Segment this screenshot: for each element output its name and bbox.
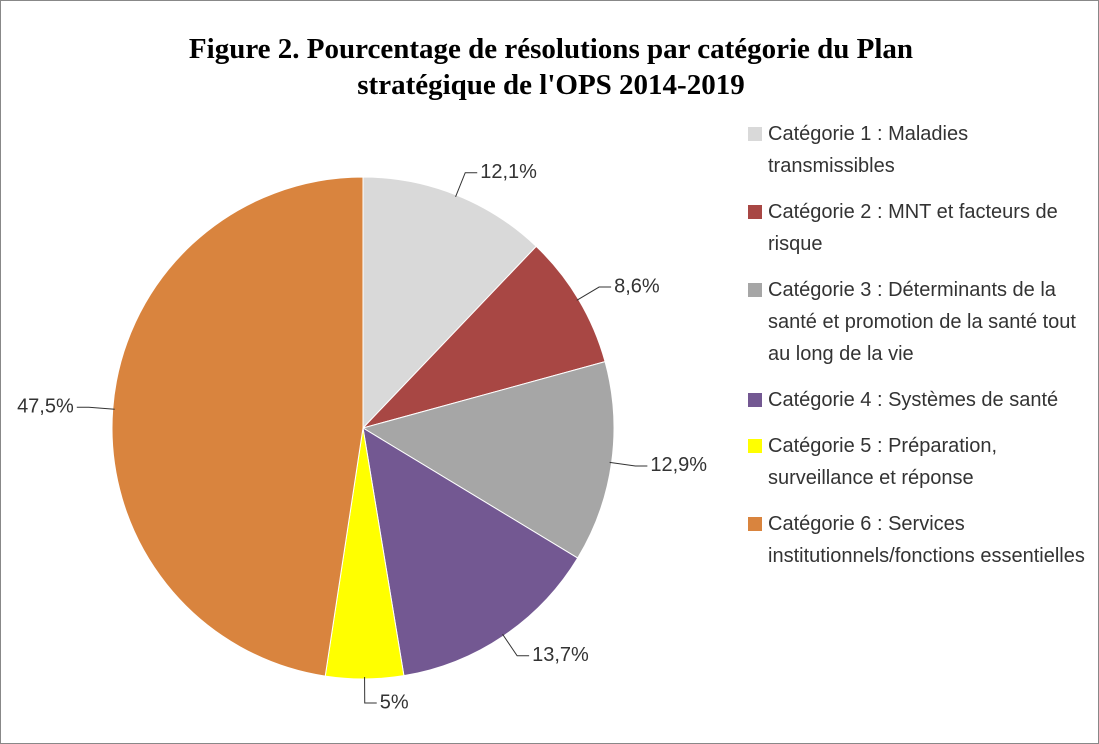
data-label: 12,1%: [480, 161, 537, 183]
data-label: 47,5%: [17, 396, 74, 418]
leader-line: [576, 286, 612, 301]
legend-label: Catégorie 1 : Maladies transmissibles: [768, 123, 969, 177]
legend-entry: Catégorie 5 : Préparation, surveillance …: [748, 430, 1093, 494]
legend-entry: Catégorie 6 : Services institutionnels/f…: [748, 508, 1093, 572]
legend-swatch: [748, 283, 762, 297]
legend-label: Catégorie 2 : MNT et facteurs de risque: [768, 201, 1058, 255]
legend-label: Catégorie 3 : Déterminants de la santé e…: [768, 279, 1076, 365]
legend-entry: Catégorie 4 : Systèmes de santé: [748, 384, 1093, 416]
leader-line: [609, 461, 648, 467]
legend-swatch: [748, 439, 762, 453]
leader-line: [364, 676, 377, 704]
legend-swatch: [748, 205, 762, 219]
data-label: 5%: [380, 691, 409, 713]
data-label: 13,7%: [532, 644, 589, 666]
legend-entry: Catégorie 3 : Déterminants de la santé e…: [748, 274, 1093, 370]
legend-label: Catégorie 4 : Systèmes de santé: [768, 389, 1059, 411]
data-label: 12,9%: [650, 454, 707, 476]
legend-label: Catégorie 6 : Services institutionnels/f…: [768, 513, 1085, 567]
leader-line: [76, 406, 115, 410]
pie-slice: [111, 176, 364, 677]
legend: Catégorie 1 : Maladies transmissibles Cat…: [748, 118, 1093, 586]
legend-swatch: [748, 127, 762, 141]
legend-label: Catégorie 5 : Préparation, surveillance …: [768, 435, 998, 489]
legend-entry: Catégorie 2 : MNT et facteurs de risque: [748, 196, 1093, 260]
leader-line: [502, 633, 530, 657]
legend-swatch: [748, 393, 762, 407]
legend-entry: Catégorie 1 : Maladies transmissibles: [748, 118, 1093, 182]
leader-line: [455, 172, 478, 198]
data-label: 8,6%: [614, 275, 660, 297]
chart-title: Figure 2. Pourcentage de résolutions par…: [188, 33, 914, 101]
legend-swatch: [748, 517, 762, 531]
